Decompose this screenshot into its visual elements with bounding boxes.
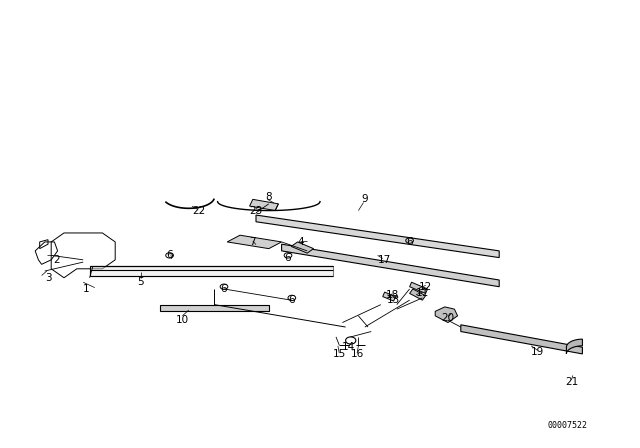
Text: 22: 22	[192, 206, 205, 215]
Text: 11: 11	[416, 289, 429, 298]
Text: 5: 5	[138, 277, 144, 287]
Polygon shape	[256, 215, 499, 258]
Text: 17: 17	[378, 255, 390, 265]
Text: 20: 20	[442, 313, 454, 323]
Polygon shape	[410, 289, 426, 300]
Text: 6: 6	[285, 253, 291, 263]
Polygon shape	[461, 325, 582, 354]
Polygon shape	[160, 305, 269, 311]
Text: 6: 6	[221, 284, 227, 294]
Text: 16: 16	[351, 349, 364, 359]
Polygon shape	[250, 199, 278, 211]
Text: 7: 7	[250, 237, 256, 247]
Text: 19: 19	[531, 347, 544, 357]
Text: 12: 12	[419, 282, 432, 292]
Text: 14: 14	[342, 342, 355, 352]
Text: 10: 10	[176, 315, 189, 325]
Polygon shape	[227, 235, 282, 249]
Text: 4: 4	[298, 237, 304, 247]
Polygon shape	[90, 266, 333, 276]
Text: 2: 2	[53, 255, 60, 265]
Text: 23: 23	[250, 206, 262, 215]
Polygon shape	[410, 282, 428, 293]
Text: 13: 13	[387, 295, 400, 305]
Polygon shape	[383, 292, 396, 301]
Text: 18: 18	[386, 290, 399, 300]
Polygon shape	[291, 242, 314, 253]
Text: 6: 6	[288, 295, 294, 305]
Text: 3: 3	[45, 273, 51, 283]
Polygon shape	[435, 307, 458, 323]
Text: 1: 1	[83, 284, 90, 294]
Text: 9: 9	[362, 194, 368, 204]
Polygon shape	[282, 244, 499, 287]
Text: 6: 6	[166, 250, 173, 260]
Text: 8: 8	[266, 192, 272, 202]
Text: 21: 21	[565, 377, 578, 387]
Text: 15: 15	[333, 349, 346, 359]
Polygon shape	[566, 339, 582, 354]
Text: 00007522: 00007522	[547, 421, 588, 430]
Text: 6: 6	[406, 237, 413, 247]
